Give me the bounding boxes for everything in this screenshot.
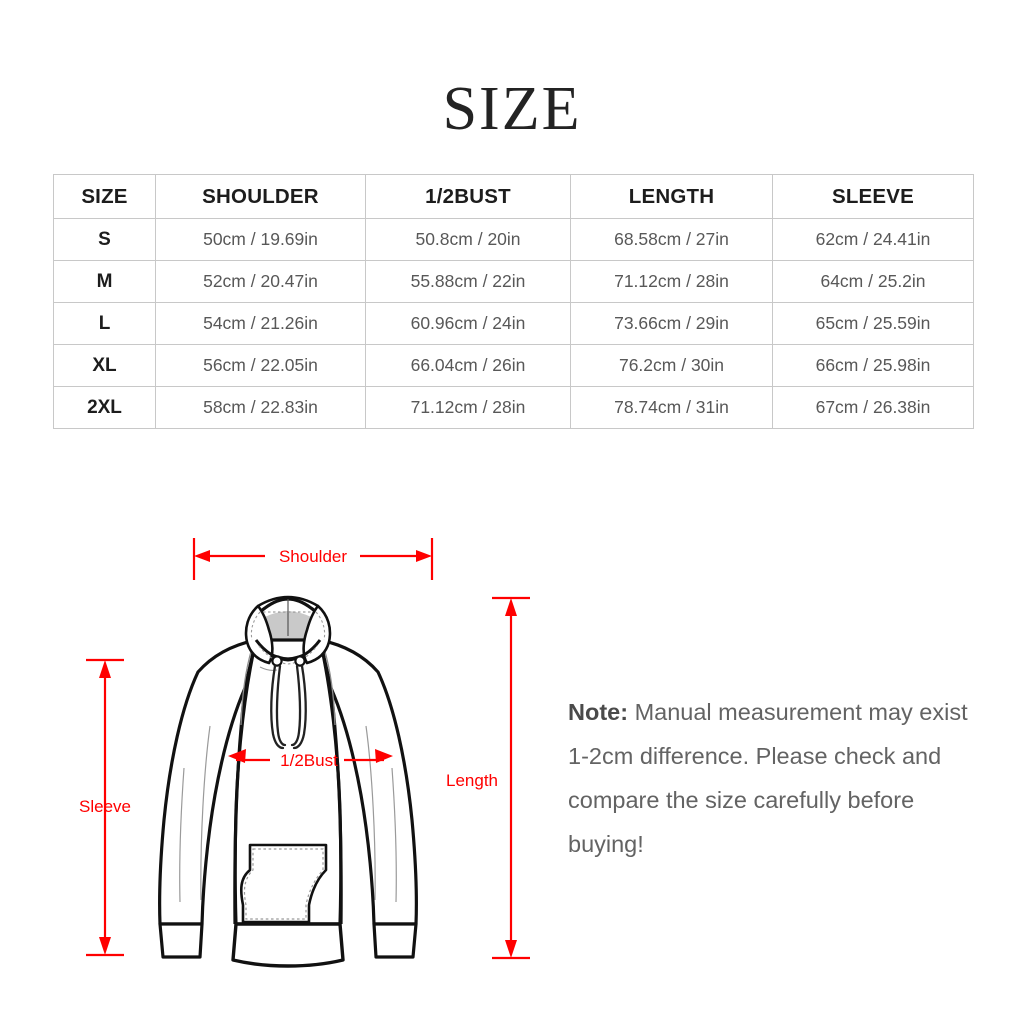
shoulder-arrowhead-left [194, 550, 210, 562]
drawstring-right [292, 664, 307, 750]
body-left-seam [233, 687, 247, 925]
hoodie-illustration [158, 595, 418, 968]
note-text: Manual measurement may exist 1-2cm diffe… [568, 699, 968, 857]
table-row: XL 56cm / 22.05in 66.04cm / 26in 76.2cm … [53, 344, 974, 387]
collar-stitch [258, 645, 318, 665]
cell-size: XL [53, 344, 156, 387]
right-sleeve-fold-b [365, 725, 376, 901]
cell-sleeve: 66cm / 25.98in [772, 344, 974, 387]
size-table-container: SIZE SHOULDER 1/2BUST LENGTH SLEEVE S 50… [53, 174, 974, 429]
cell-bust: 66.04cm / 26in [365, 344, 571, 387]
hood-stitch-right [315, 611, 326, 641]
cell-bust: 71.12cm / 28in [365, 386, 571, 429]
drawstring-right-inner [290, 664, 302, 747]
drawstring-left [270, 664, 285, 750]
drawstring-eyelet-left [271, 655, 283, 667]
size-chart-table: SIZE SHOULDER 1/2BUST LENGTH SLEEVE S 50… [53, 174, 974, 429]
left-raglan-seam [240, 647, 253, 726]
cell-size: L [53, 302, 156, 345]
sleeve-arrowhead-bottom [99, 937, 111, 955]
body-right-seam [329, 687, 343, 925]
left-sleeve-fold-a [179, 767, 185, 903]
table-row: L 54cm / 21.26in 60.96cm / 24in 73.66cm … [53, 302, 974, 345]
hood-stitch-left [250, 611, 261, 641]
sleeve-arrowhead-top [99, 660, 111, 678]
drawstring-eyelet-right [294, 655, 306, 667]
right-sleeve-fold-a [391, 767, 397, 903]
length-label: Length [446, 771, 498, 790]
shoulder-arrowhead-right [416, 550, 432, 562]
cell-size: M [53, 260, 156, 303]
cell-length: 78.74cm / 31in [570, 386, 773, 429]
bottom-hem-band [231, 922, 345, 968]
cell-shoulder: 50cm / 19.69in [155, 218, 366, 261]
table-row: M 52cm / 20.47in 55.88cm / 22in 71.12cm … [53, 260, 974, 303]
cell-length: 71.12cm / 28in [570, 260, 773, 303]
cell-sleeve: 67cm / 26.38in [772, 386, 974, 429]
table-row: 2XL 58cm / 22.83in 71.12cm / 28in 78.74c… [53, 386, 974, 429]
right-sleeve-shape [318, 638, 418, 926]
drawstring-left-inner [275, 664, 287, 747]
cell-shoulder: 58cm / 22.83in [155, 386, 366, 429]
cell-shoulder: 52cm / 20.47in [155, 260, 366, 303]
length-arrowhead-top [505, 598, 517, 616]
shoulder-label: Shoulder [279, 547, 347, 566]
collar-band [254, 639, 322, 662]
cell-length: 68.58cm / 27in [570, 218, 773, 261]
bust-arrowhead-left [228, 749, 246, 763]
hood-opening-rim [257, 595, 319, 608]
bust-arrowhead-right [375, 749, 393, 763]
right-raglan-seam [323, 647, 336, 726]
sleeve-label: Sleeve [79, 797, 131, 816]
kangaroo-pocket-stitch [243, 848, 324, 920]
right-cuff [372, 922, 418, 959]
cell-size: S [53, 218, 156, 261]
kangaroo-pocket [239, 843, 328, 924]
cell-sleeve: 64cm / 25.2in [772, 260, 974, 303]
column-header-sleeve: SLEEVE [772, 174, 974, 219]
table-row: S 50cm / 19.69in 50.8cm / 20in 68.58cm /… [53, 218, 974, 261]
column-header-length: LENGTH [570, 174, 773, 219]
left-sleeve-shape [158, 638, 258, 926]
column-header-shoulder: SHOULDER [155, 174, 366, 219]
measurement-annotations: Shoulder 1/2Bust Length Sleeve [79, 538, 530, 960]
cell-length: 76.2cm / 30in [570, 344, 773, 387]
shoulder-wrinkle-left [259, 666, 278, 671]
column-header-bust: 1/2BUST [365, 174, 571, 219]
measurement-diagram-area: Shoulder 1/2Bust Length Sleeve [0, 440, 1024, 1024]
length-arrowhead-bottom [505, 940, 517, 958]
hoodie-measurement-diagram: Shoulder 1/2Bust Length Sleeve [79, 538, 530, 968]
note-label: Note: [568, 699, 629, 725]
cell-sleeve: 62cm / 24.41in [772, 218, 974, 261]
cell-shoulder: 56cm / 22.05in [155, 344, 366, 387]
cell-sleeve: 65cm / 25.59in [772, 302, 974, 345]
cell-size: 2XL [53, 386, 156, 429]
table-header: SIZE SHOULDER 1/2BUST LENGTH SLEEVE [53, 174, 974, 219]
cell-length: 73.66cm / 29in [570, 302, 773, 345]
cell-bust: 55.88cm / 22in [365, 260, 571, 303]
left-cuff [158, 922, 204, 959]
column-header-size: SIZE [53, 174, 156, 219]
cell-shoulder: 54cm / 21.26in [155, 302, 366, 345]
cell-bust: 60.96cm / 24in [365, 302, 571, 345]
table-header-row: SIZE SHOULDER 1/2BUST LENGTH SLEEVE [53, 174, 974, 219]
cell-bust: 50.8cm / 20in [365, 218, 571, 261]
table-body: S 50cm / 19.69in 50.8cm / 20in 68.58cm /… [53, 218, 974, 429]
measurement-note: Note: Manual measurement may exist 1-2cm… [568, 690, 968, 866]
left-sleeve-fold-b [200, 725, 211, 901]
bust-label: 1/2Bust [280, 751, 338, 770]
page-title: SIZE [442, 75, 582, 143]
